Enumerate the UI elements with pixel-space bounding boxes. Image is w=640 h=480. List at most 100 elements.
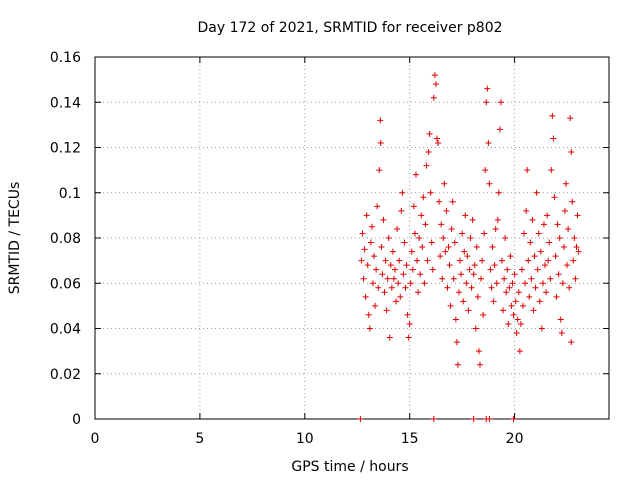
data-point: [515, 289, 522, 296]
data-point: [479, 257, 486, 264]
data-point: [368, 223, 375, 230]
data-point: [548, 167, 555, 174]
data-point: [393, 298, 400, 305]
data-point: [473, 244, 480, 251]
data-point: [460, 298, 467, 305]
data-points: [357, 72, 582, 422]
data-point: [360, 275, 367, 282]
data-point: [433, 135, 440, 142]
data-point: [555, 271, 562, 278]
data-point: [408, 248, 415, 255]
data-point: [526, 293, 533, 300]
data-point: [471, 262, 478, 269]
data-point: [484, 85, 491, 92]
data-point: [568, 149, 575, 156]
data-point: [545, 257, 552, 264]
data-point: [542, 262, 549, 269]
x-tick-label: 5: [195, 431, 204, 447]
data-point: [481, 230, 488, 237]
data-point: [572, 275, 579, 282]
data-point: [539, 280, 546, 287]
data-point: [468, 284, 475, 291]
data-point: [496, 126, 503, 133]
data-point: [487, 266, 494, 273]
data-point: [544, 212, 551, 219]
data-point: [469, 216, 476, 223]
data-point: [443, 207, 450, 214]
data-point: [485, 139, 492, 146]
data-point: [422, 221, 429, 228]
data-point: [399, 189, 406, 196]
data-point: [388, 284, 395, 291]
x-axis-label: GPS time / hours: [291, 459, 408, 475]
data-point: [502, 235, 509, 241]
data-point: [420, 194, 427, 201]
data-point: [574, 212, 581, 219]
data-point: [475, 348, 482, 355]
data-point: [516, 348, 523, 355]
data-point: [363, 212, 370, 219]
data-point: [394, 225, 401, 232]
data-point: [509, 280, 516, 287]
data-point: [401, 239, 408, 246]
data-point: [527, 239, 534, 246]
data-point: [529, 216, 536, 223]
data-point: [449, 198, 456, 205]
data-point: [461, 248, 468, 255]
data-point: [364, 262, 371, 269]
data-point: [561, 207, 568, 214]
data-point: [571, 235, 578, 241]
axes: 0 0.02 0.04 0.06 0.08 0.1 0.12 0.14 0.16 0 5 10 15 20: [50, 50, 609, 447]
data-point: [517, 320, 524, 327]
chart-title: Day 172 of 2021, SRMTID for receiver p80…: [197, 20, 502, 36]
data-point: [556, 235, 563, 241]
data-point: [549, 112, 556, 119]
data-point: [369, 280, 376, 287]
data-point: [430, 416, 437, 422]
data-point: [453, 339, 460, 346]
data-point: [491, 262, 498, 269]
data-point: [406, 320, 413, 327]
data-point: [417, 271, 424, 278]
data-point: [464, 253, 471, 260]
data-point: [537, 248, 544, 255]
y-tick-label: 0.04: [50, 322, 81, 338]
data-point: [424, 257, 431, 264]
data-point: [558, 330, 565, 337]
data-point: [403, 262, 410, 269]
data-point: [367, 239, 374, 246]
data-point: [373, 266, 380, 273]
data-point: [427, 189, 434, 196]
data-point: [377, 117, 384, 124]
data-point: [389, 248, 396, 255]
data-point: [416, 235, 423, 241]
data-point: [554, 221, 561, 228]
data-point: [377, 139, 384, 146]
data-point: [518, 266, 525, 273]
data-point: [426, 130, 433, 137]
data-point: [510, 416, 517, 422]
data-point: [378, 244, 385, 251]
data-point: [486, 180, 493, 187]
data-point: [450, 275, 457, 282]
data-point: [557, 316, 564, 323]
data-point: [404, 311, 411, 318]
data-point: [430, 94, 437, 101]
data-point: [514, 316, 521, 323]
data-point: [497, 99, 504, 106]
data-point: [523, 207, 530, 214]
data-point: [507, 253, 514, 260]
data-point: [508, 302, 515, 309]
data-point: [528, 275, 535, 282]
x-tick-label: 10: [296, 431, 314, 447]
data-point: [454, 361, 461, 368]
data-point: [503, 289, 510, 296]
data-point: [409, 266, 416, 273]
data-point: [379, 271, 386, 278]
data-point: [564, 262, 571, 269]
data-point: [392, 266, 399, 273]
data-point: [385, 235, 392, 241]
data-point: [395, 280, 402, 287]
data-point: [371, 253, 378, 260]
data-point: [474, 293, 481, 300]
